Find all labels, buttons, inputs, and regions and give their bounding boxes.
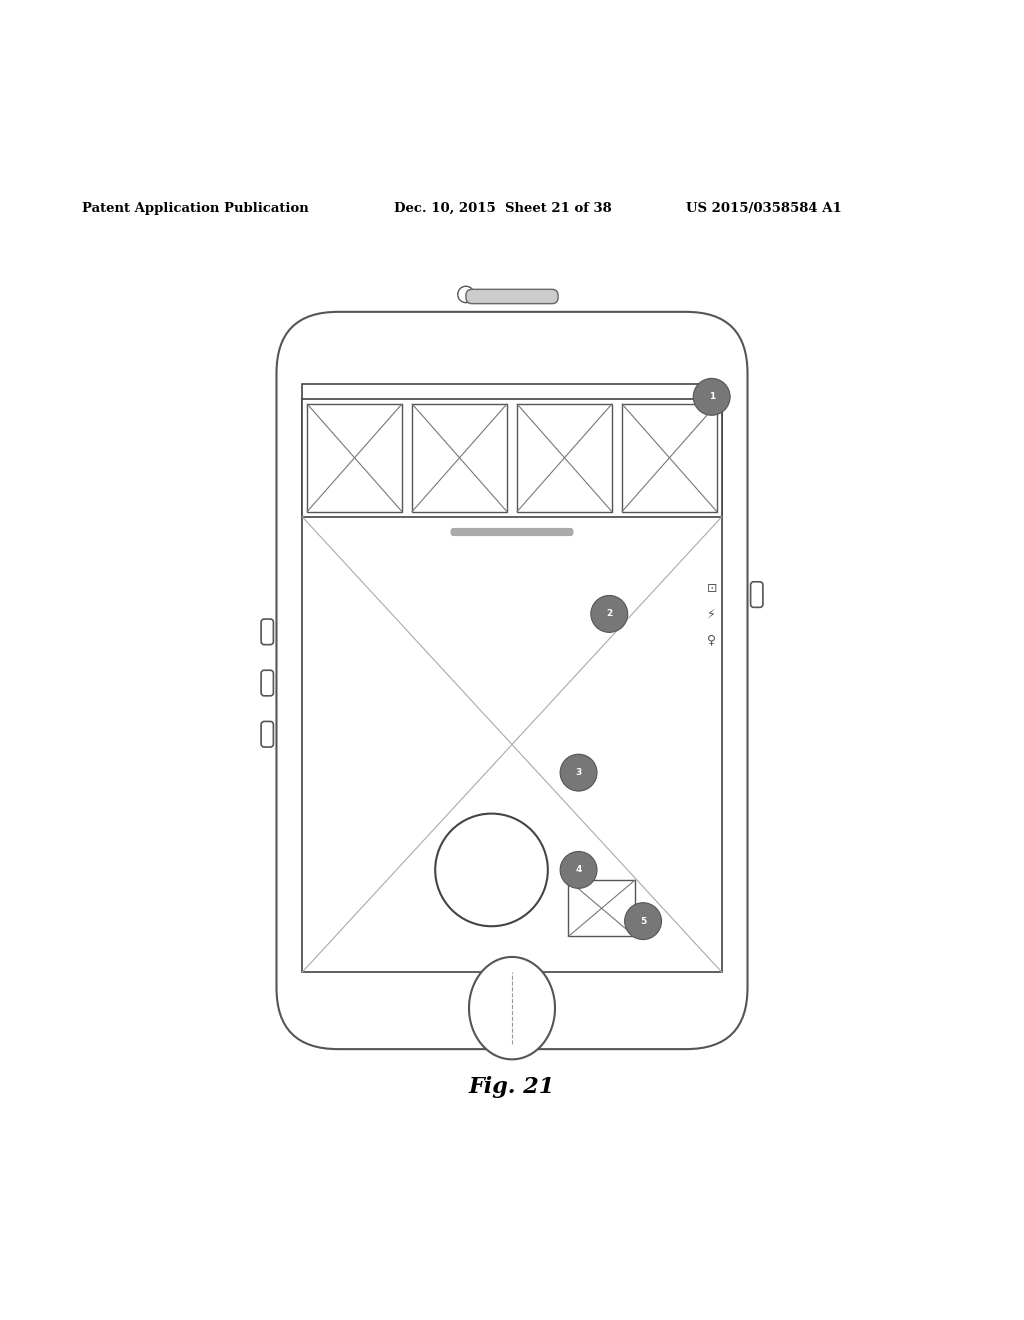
Text: ⚡: ⚡ <box>708 607 716 620</box>
FancyBboxPatch shape <box>276 312 748 1049</box>
Text: 4: 4 <box>575 866 582 874</box>
Bar <box>307 404 401 512</box>
Ellipse shape <box>469 957 555 1060</box>
Circle shape <box>693 379 730 416</box>
Ellipse shape <box>435 813 548 927</box>
Circle shape <box>560 754 597 791</box>
Bar <box>623 404 717 512</box>
Text: ⊡: ⊡ <box>707 582 717 595</box>
FancyBboxPatch shape <box>261 671 273 696</box>
Bar <box>412 404 507 512</box>
Text: 3: 3 <box>575 768 582 777</box>
Text: US 2015/0358584 A1: US 2015/0358584 A1 <box>686 202 842 215</box>
Text: ♀: ♀ <box>708 634 716 645</box>
FancyBboxPatch shape <box>466 289 558 304</box>
Bar <box>302 384 722 973</box>
Text: 2: 2 <box>606 610 612 618</box>
FancyBboxPatch shape <box>261 722 273 747</box>
FancyBboxPatch shape <box>751 582 763 607</box>
Text: 1: 1 <box>709 392 715 401</box>
Text: Patent Application Publication: Patent Application Publication <box>82 202 308 215</box>
Circle shape <box>560 851 597 888</box>
Bar <box>302 399 722 516</box>
Bar <box>517 404 612 512</box>
Circle shape <box>591 595 628 632</box>
Circle shape <box>458 286 474 302</box>
FancyBboxPatch shape <box>451 528 573 536</box>
Text: 5: 5 <box>640 916 646 925</box>
Text: Fig. 21: Fig. 21 <box>469 1076 555 1098</box>
Bar <box>568 880 635 936</box>
Text: Dec. 10, 2015  Sheet 21 of 38: Dec. 10, 2015 Sheet 21 of 38 <box>394 202 612 215</box>
Circle shape <box>625 903 662 940</box>
FancyBboxPatch shape <box>261 619 273 644</box>
